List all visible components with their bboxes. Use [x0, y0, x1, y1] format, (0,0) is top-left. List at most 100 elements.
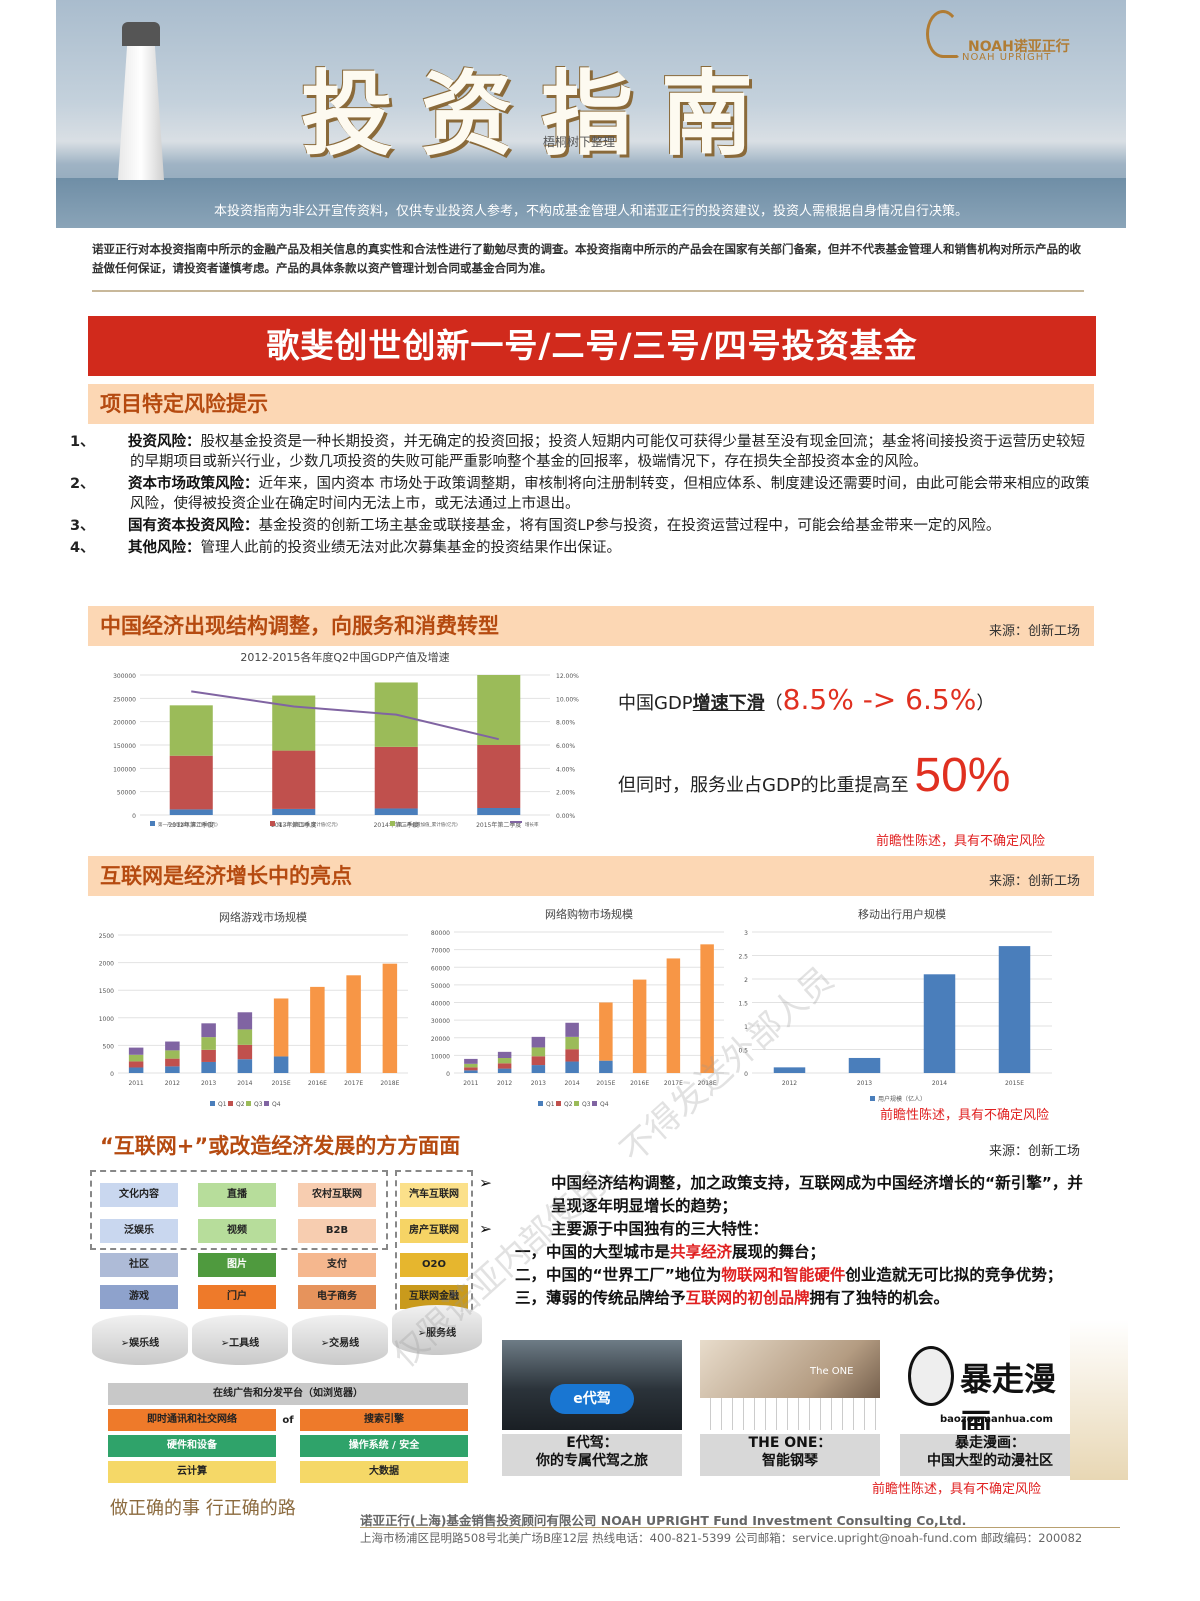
stack-box: 图片	[198, 1253, 276, 1277]
stack-box: 汽车互联网	[400, 1183, 468, 1207]
legend-swatch	[270, 821, 275, 826]
caption-title: THE ONE：	[748, 1435, 832, 1451]
chart-title: 网络游戏市场规模	[219, 910, 307, 924]
y-tick-label: 250000	[113, 696, 136, 703]
stack-box: 电子商务	[298, 1285, 376, 1309]
bar-segment	[165, 1058, 180, 1067]
x-tick-label: 2014年第二季度	[374, 821, 419, 829]
chart-title: 移动出行用户规模	[858, 907, 946, 921]
bar-segment	[497, 1051, 512, 1059]
x-tick-label: 2018E	[698, 1080, 717, 1087]
legend-swatch	[510, 821, 522, 823]
theone-label: The ONE	[810, 1366, 854, 1377]
bar-segment	[310, 986, 325, 1073]
caption-box: THE ONE： 智能钢琴	[700, 1434, 880, 1476]
x-tick-label: 2011	[128, 1080, 143, 1087]
stack-box: 视频	[198, 1219, 276, 1243]
legend-swatch	[228, 1101, 233, 1106]
legend-swatch	[210, 1101, 215, 1106]
bar-segment	[464, 1058, 478, 1064]
baozou-photo: 暴走漫画 baozoumanhua.com	[900, 1340, 1080, 1430]
legend-swatch	[264, 1101, 269, 1106]
x-tick-label: 2015E	[596, 1080, 615, 1087]
bar-segment	[700, 944, 714, 1073]
gdp-text-paren: ）	[976, 693, 995, 714]
x-tick-label: 2014	[237, 1080, 252, 1087]
bullet-point: 二，中国的“世界工厂”地位为物联网和智能硬件创业造就无可比拟的竞争优势；	[515, 1264, 1085, 1287]
y-tick-label: 2000	[99, 961, 114, 968]
bar-segment	[464, 1063, 478, 1068]
bar-segment	[477, 745, 521, 808]
bar-segment	[237, 1029, 253, 1045]
x-tick-label: 2012	[782, 1080, 797, 1087]
y2-tick-label: 12.00%	[556, 673, 579, 680]
theone-photo: The ONE	[700, 1340, 880, 1430]
x-tick-label: 2011	[463, 1080, 478, 1087]
bar-segment	[169, 755, 213, 810]
bar-segment	[165, 1066, 180, 1073]
online-game-chart: 网络游戏市场规模 2500 2000 1500 1000 500 0 2011 2012 2013…	[99, 910, 408, 1108]
forward-warning: 前瞻性陈述，具有不确定风险	[876, 834, 1046, 849]
risk-item: 3、 国有资本投资风险：基金投资的创新工场主基金或联接基金，将有国资LP参与投资，…	[70, 516, 1090, 536]
x-tick-label: 2014	[932, 1080, 947, 1087]
legend-label: Q1	[218, 1101, 227, 1108]
y-tick-label: 1	[744, 1024, 748, 1031]
footer-line	[360, 1527, 1120, 1528]
legend-swatch	[150, 821, 155, 826]
internet-bullets: ➢ 中国经济结构调整，加之政策支持，互联网成为中国经济增长的“新引擎”，并呈现逐年…	[479, 1172, 1085, 1310]
risk-head: 国有资本投资风险：	[128, 518, 259, 534]
caption-box: 暴走漫画： 中国大型的动漫社区	[900, 1434, 1080, 1476]
bar-segment	[464, 1067, 478, 1071]
bullet-point: 一，中国的大型城市是共享经济展现的舞台；	[515, 1241, 1085, 1264]
bar-segment	[632, 979, 647, 1073]
dashed-group	[90, 1170, 388, 1250]
y-tick-label: 50000	[117, 790, 136, 797]
bar-segment	[565, 1061, 579, 1073]
noah-logo-icon	[926, 10, 960, 58]
y2-tick-label: 2.00%	[556, 790, 575, 797]
legend-label: 第二产业增加值_累计值(亿元)	[278, 821, 338, 828]
bar-segment	[272, 808, 316, 815]
service-share-text: 但同时，服务业占GDP的比重提高至 50%	[618, 748, 1010, 803]
y2-tick-label: 10.00%	[556, 696, 579, 703]
of-label: of	[282, 1415, 294, 1426]
y-tick-label: 30000	[431, 1018, 450, 1025]
legend-swatch	[592, 1101, 597, 1106]
y-tick-label: 0	[132, 813, 136, 820]
bullet-point: 三，薄弱的传统品牌给予互联网的初创品牌拥有了独特的机会。	[515, 1287, 1085, 1310]
disclaimer: 诺亚正行对本投资指南中所示的金融产品及相关信息的真实性和合法性进行了勤勉尽责的调…	[92, 242, 1081, 275]
bullet-highlight: 物联网和智能硬件	[721, 1266, 846, 1284]
x-tick-label: 2017E	[344, 1080, 363, 1087]
line-cylinder: ➢服务线	[392, 1305, 482, 1355]
stack-box: O2O	[400, 1253, 468, 1277]
bar-segment	[201, 1049, 216, 1062]
bar-segment	[374, 746, 418, 809]
logo-en: NOAH UPRIGHT	[962, 52, 1052, 63]
stack-box: 文化内容	[100, 1183, 178, 1207]
risk-text: 近年来，国内资本 市场处于政策调整期，审核制将向注册制转变，但相应体系、制度建设…	[130, 476, 1090, 512]
y-tick-label: 1000	[99, 1016, 114, 1023]
y2-tick-label: 8.00%	[556, 720, 575, 727]
gdp-chart: 2012-2015各年度Q2中国GDP产值及增速 300000 250000 2000…	[113, 650, 579, 829]
stack-box: 游戏	[100, 1285, 178, 1309]
edaijia-logo: e代驾	[550, 1384, 634, 1414]
y-tick-label: 300000	[113, 673, 136, 680]
infra-box: 云计算	[108, 1461, 276, 1483]
service-share-value: 50%	[914, 749, 1011, 802]
x-tick-label: 2015E	[1005, 1080, 1024, 1087]
gdp-growth-text: 中国GDP增速下滑（8.5% -> 6.5%）	[618, 683, 994, 716]
legend-swatch	[556, 1101, 561, 1106]
company-address: 上海市杨浦区昆明路508号北美广场B座12层 热线电话：400-821-5399…	[360, 1531, 1083, 1545]
risk-item: 1、 投资风险：股权基金投资是一种长期投资，并无确定的投资回报；投资人短期内可能仅…	[70, 432, 1090, 472]
arrow-icon: ➢	[479, 1220, 492, 1238]
baozou-logo: 暴走漫画	[960, 1360, 1057, 1430]
y-tick-label: 10000	[431, 1053, 450, 1060]
y-tick-label: 0.5	[738, 1048, 748, 1055]
y-tick-label: 40000	[431, 1001, 450, 1008]
caption-text: 中国大型的动漫社区	[927, 1453, 1053, 1469]
bullet-text: 中国经济结构调整，加之政策支持，互联网成为中国经济增长的“新引擎”，并呈现逐年明…	[551, 1174, 1083, 1215]
bar-segment	[773, 1067, 806, 1073]
y-tick-label: 1500	[99, 988, 114, 995]
bar-segment	[666, 958, 681, 1073]
y-tick-label: 2.5	[738, 954, 748, 961]
